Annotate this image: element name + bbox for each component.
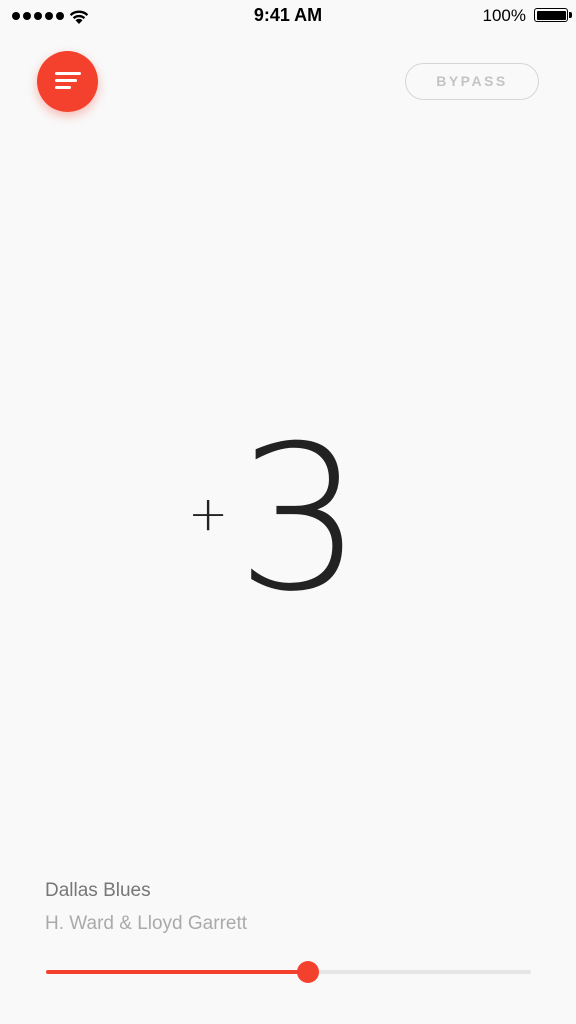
transpose-value: 3 (236, 403, 364, 636)
track-artist: H. Ward & Lloyd Garrett (45, 913, 248, 934)
transpose-sign: + (188, 486, 229, 542)
progress-bar[interactable] (46, 961, 531, 983)
wifi-icon (69, 10, 89, 24)
progress-thumb[interactable] (296, 961, 319, 983)
track-title: Dallas Blues (45, 880, 151, 901)
battery-percent: 100% (482, 6, 526, 25)
bypass-button[interactable]: BYPASS (405, 63, 539, 100)
menu-icon (55, 72, 81, 92)
status-time: 9:41 AM (253, 5, 323, 25)
battery-nub (569, 12, 572, 18)
battery-icon (534, 8, 568, 22)
signal-dots-icon (12, 12, 64, 20)
progress-fill (46, 970, 308, 974)
menu-button[interactable] (37, 51, 98, 112)
status-bar: 9:41 AM 100% (0, 0, 576, 32)
